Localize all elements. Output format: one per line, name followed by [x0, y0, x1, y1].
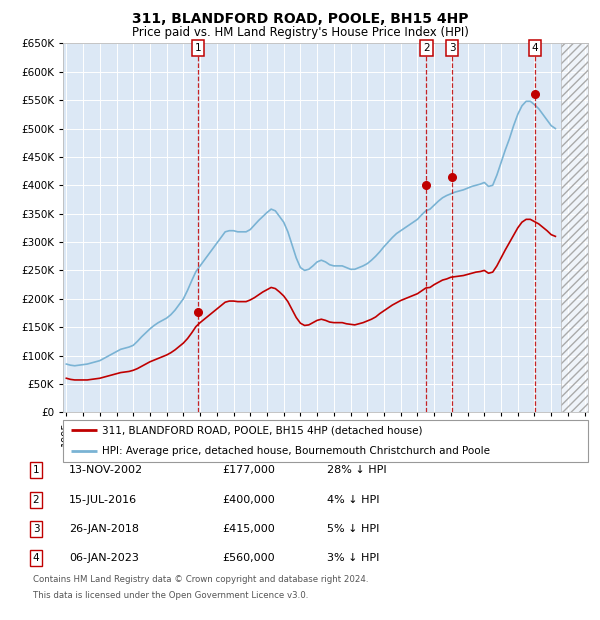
Text: 2: 2 — [32, 495, 40, 505]
Text: £177,000: £177,000 — [222, 465, 275, 475]
Text: 15-JUL-2016: 15-JUL-2016 — [69, 495, 137, 505]
Bar — [561, 43, 588, 412]
Text: HPI: Average price, detached house, Bournemouth Christchurch and Poole: HPI: Average price, detached house, Bour… — [103, 446, 490, 456]
Text: 5% ↓ HPI: 5% ↓ HPI — [327, 524, 379, 534]
Text: 4% ↓ HPI: 4% ↓ HPI — [327, 495, 380, 505]
Text: £415,000: £415,000 — [222, 524, 275, 534]
Text: 4: 4 — [32, 553, 40, 563]
Text: 1: 1 — [194, 43, 201, 53]
Bar — [561, 43, 588, 412]
Text: 3: 3 — [449, 43, 455, 53]
Text: 311, BLANDFORD ROAD, POOLE, BH15 4HP: 311, BLANDFORD ROAD, POOLE, BH15 4HP — [132, 12, 468, 27]
Text: 06-JAN-2023: 06-JAN-2023 — [69, 553, 139, 563]
Text: £560,000: £560,000 — [222, 553, 275, 563]
Text: Contains HM Land Registry data © Crown copyright and database right 2024.: Contains HM Land Registry data © Crown c… — [33, 575, 368, 584]
Text: 26-JAN-2018: 26-JAN-2018 — [69, 524, 139, 534]
Text: £400,000: £400,000 — [222, 495, 275, 505]
Text: 311, BLANDFORD ROAD, POOLE, BH15 4HP (detached house): 311, BLANDFORD ROAD, POOLE, BH15 4HP (de… — [103, 425, 423, 435]
Text: Price paid vs. HM Land Registry's House Price Index (HPI): Price paid vs. HM Land Registry's House … — [131, 26, 469, 39]
Text: 4: 4 — [532, 43, 538, 53]
Text: 1: 1 — [32, 465, 40, 475]
Text: This data is licensed under the Open Government Licence v3.0.: This data is licensed under the Open Gov… — [33, 591, 308, 600]
Text: 2: 2 — [423, 43, 430, 53]
Text: 28% ↓ HPI: 28% ↓ HPI — [327, 465, 386, 475]
Text: 3% ↓ HPI: 3% ↓ HPI — [327, 553, 379, 563]
Text: 3: 3 — [32, 524, 40, 534]
Text: 13-NOV-2002: 13-NOV-2002 — [69, 465, 143, 475]
